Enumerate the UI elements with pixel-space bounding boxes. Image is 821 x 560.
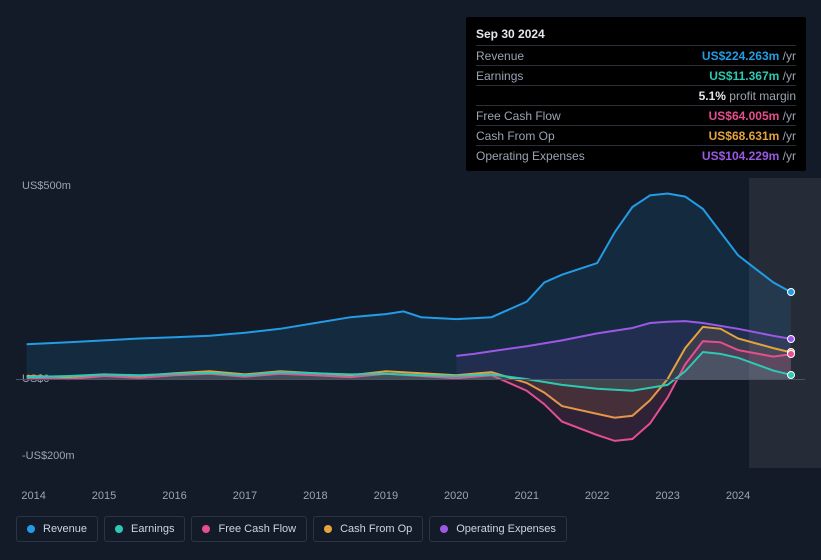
legend: Revenue Earnings Free Cash Flow Cash From O… [16,516,567,542]
x-label: 2016 [162,490,186,502]
legend-swatch [27,525,35,533]
end-marker [787,350,795,358]
chart-svg [16,178,805,468]
x-label: 2017 [233,490,257,502]
legend-label: Cash From Op [340,523,412,535]
x-label: 2015 [92,490,116,502]
x-label: 2018 [303,490,327,502]
end-marker [787,371,795,379]
legend-swatch [440,525,448,533]
legend-label: Free Cash Flow [218,523,296,535]
tooltip-row: EarningsUS$11.367m /yr [476,65,796,85]
end-marker [787,335,795,343]
legend-item-operating-expenses[interactable]: Operating Expenses [429,516,567,542]
legend-swatch [324,525,332,533]
x-label: 2024 [726,490,750,502]
legend-label: Revenue [43,523,87,535]
legend-item-earnings[interactable]: Earnings [104,516,185,542]
tooltip-date: Sep 30 2024 [476,23,796,45]
zero-line [16,379,805,380]
hover-tooltip: Sep 30 2024RevenueUS$224.263m /yrEarning… [466,17,806,171]
chart-area: US$500mUS$0-US$200m 20142015201620172018… [16,158,805,488]
legend-swatch [115,525,123,533]
x-label: 2022 [585,490,609,502]
x-label: 2020 [444,490,468,502]
x-label: 2014 [21,490,45,502]
x-label: 2021 [514,490,538,502]
legend-item-free-cash-flow[interactable]: Free Cash Flow [191,516,307,542]
legend-swatch [202,525,210,533]
end-marker [787,288,795,296]
tooltip-row: Cash From OpUS$68.631m /yr [476,125,796,145]
legend-item-cash-from-op[interactable]: Cash From Op [313,516,423,542]
x-label: 2023 [655,490,679,502]
legend-label: Operating Expenses [456,523,556,535]
legend-item-revenue[interactable]: Revenue [16,516,98,542]
tooltip-row: Free Cash FlowUS$64.005m /yr [476,105,796,125]
tooltip-row: RevenueUS$224.263m /yr [476,45,796,65]
tooltip-row: Operating ExpensesUS$104.229m /yr [476,145,796,165]
plot-area [16,178,805,468]
tooltip-row: 5.1% profit margin [476,85,796,105]
x-label: 2019 [374,490,398,502]
legend-label: Earnings [131,523,174,535]
